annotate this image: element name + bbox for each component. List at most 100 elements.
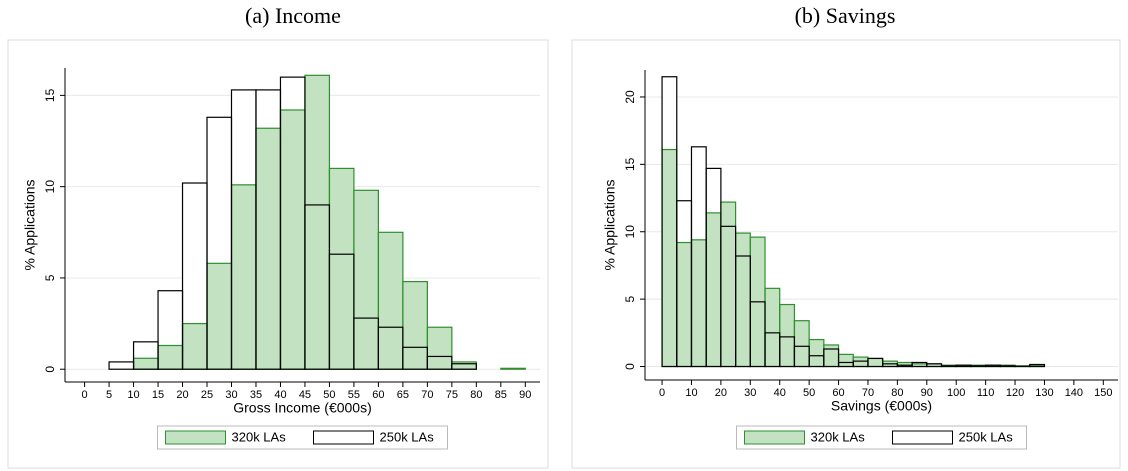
x-tick-label: 100: [947, 387, 965, 399]
x-tick-label: 30: [225, 389, 237, 401]
bar-outline: [1029, 363, 1046, 368]
bar: [823, 344, 839, 367]
x-tick-label: 110: [977, 387, 995, 399]
bar-outline: [500, 367, 526, 370]
legend-label: 320k LAs: [811, 429, 866, 444]
legend-label: 250k LAs: [959, 429, 1014, 444]
bar: [838, 354, 854, 367]
x-tick-label: 130: [1035, 387, 1053, 399]
x-tick-label: 120: [1006, 387, 1024, 399]
bar: [329, 168, 354, 370]
bar-outline: [426, 355, 453, 370]
bar: [912, 363, 927, 367]
bar: [691, 239, 707, 367]
y-tick-label: 15: [623, 157, 637, 171]
x-tick-label: 25: [201, 389, 213, 401]
bar-outline: [970, 365, 987, 368]
x-tick-label: 0: [659, 387, 665, 399]
x-tick-label: 40: [274, 389, 286, 401]
x-tick-label: 150: [1094, 387, 1112, 399]
x-tick-label: 40: [774, 387, 786, 399]
bar-outline: [867, 357, 884, 368]
x-tick-label: 20: [715, 387, 727, 399]
bar-outline: [328, 253, 355, 370]
x-tick-label: 60: [832, 387, 844, 399]
bar: [353, 190, 379, 370]
bar: [735, 233, 751, 367]
bar: [451, 361, 477, 370]
bar: [985, 365, 1001, 367]
bar: [402, 281, 428, 370]
y-tick-label: 0: [623, 363, 637, 370]
x-tick-label: 80: [470, 389, 482, 401]
x-tick-label: 60: [372, 389, 384, 401]
bar: [794, 320, 810, 367]
y-tick-label: 20: [623, 90, 637, 104]
bar: [158, 345, 183, 370]
panel: [7, 39, 549, 469]
x-tick-label: 10: [127, 389, 139, 401]
bar: [662, 149, 677, 367]
x-tick-label: 85: [495, 389, 507, 401]
y-axis-label: % Applications: [22, 179, 38, 270]
bar: [676, 242, 692, 367]
x-tick-label: 140: [1065, 387, 1083, 399]
chart-title: (b) Savings: [795, 3, 896, 28]
bar: [867, 358, 883, 367]
bar: [706, 212, 721, 367]
bar: [133, 358, 159, 370]
x-tick-label: 90: [519, 389, 531, 401]
bar: [255, 128, 281, 370]
bar-outline: [926, 363, 943, 368]
legend-swatch: [892, 430, 953, 445]
legend-label: 320k LAs: [232, 429, 287, 444]
bar: [720, 202, 736, 367]
y-axis-label: % Applications: [602, 179, 618, 270]
legend-swatch: [744, 430, 805, 445]
legend-box: [736, 425, 1027, 450]
bar: [809, 339, 824, 367]
bar: [779, 304, 795, 367]
bar: [1029, 365, 1045, 367]
y-tick-label: 10: [623, 225, 637, 239]
x-axis-label: Savings (€000s): [831, 398, 932, 414]
y-tick-label: 5: [43, 274, 57, 281]
x-tick-label: 70: [862, 387, 874, 399]
chart-title: (a) Income: [245, 3, 341, 28]
x-tick-label: 90: [921, 387, 933, 399]
bar: [956, 365, 971, 367]
legend-box: [157, 425, 448, 450]
legend-label: 250k LAs: [380, 429, 435, 444]
y-tick-label: 0: [43, 366, 57, 373]
bar-outline: [999, 365, 1016, 368]
legend-swatch: [165, 430, 226, 445]
bar-outline: [940, 365, 957, 368]
y-tick-label: 15: [43, 88, 57, 102]
x-tick-label: 15: [152, 389, 164, 401]
bar-outline: [451, 363, 477, 370]
x-tick-label: 30: [744, 387, 756, 399]
y-tick-label: 10: [43, 180, 57, 194]
x-tick-label: 50: [803, 387, 815, 399]
bar: [897, 362, 913, 367]
x-tick-label: 0: [82, 389, 88, 401]
panel: [571, 39, 1121, 469]
x-tick-label: 80: [891, 387, 903, 399]
bar: [378, 232, 403, 370]
x-tick-label: 70: [421, 389, 433, 401]
bar: [231, 184, 256, 370]
x-tick-label: 75: [446, 389, 458, 401]
bar: [926, 363, 942, 367]
x-axis-label: Gross Income (€000s): [233, 400, 372, 416]
bar: [304, 75, 330, 370]
x-tick-label: 55: [348, 389, 360, 401]
x-tick-label: 45: [299, 389, 311, 401]
x-tick-label: 65: [397, 389, 409, 401]
bar: [109, 361, 134, 370]
x-tick-label: 35: [250, 389, 262, 401]
bar: [853, 357, 868, 367]
bar: [765, 288, 780, 367]
bar: [427, 327, 452, 370]
